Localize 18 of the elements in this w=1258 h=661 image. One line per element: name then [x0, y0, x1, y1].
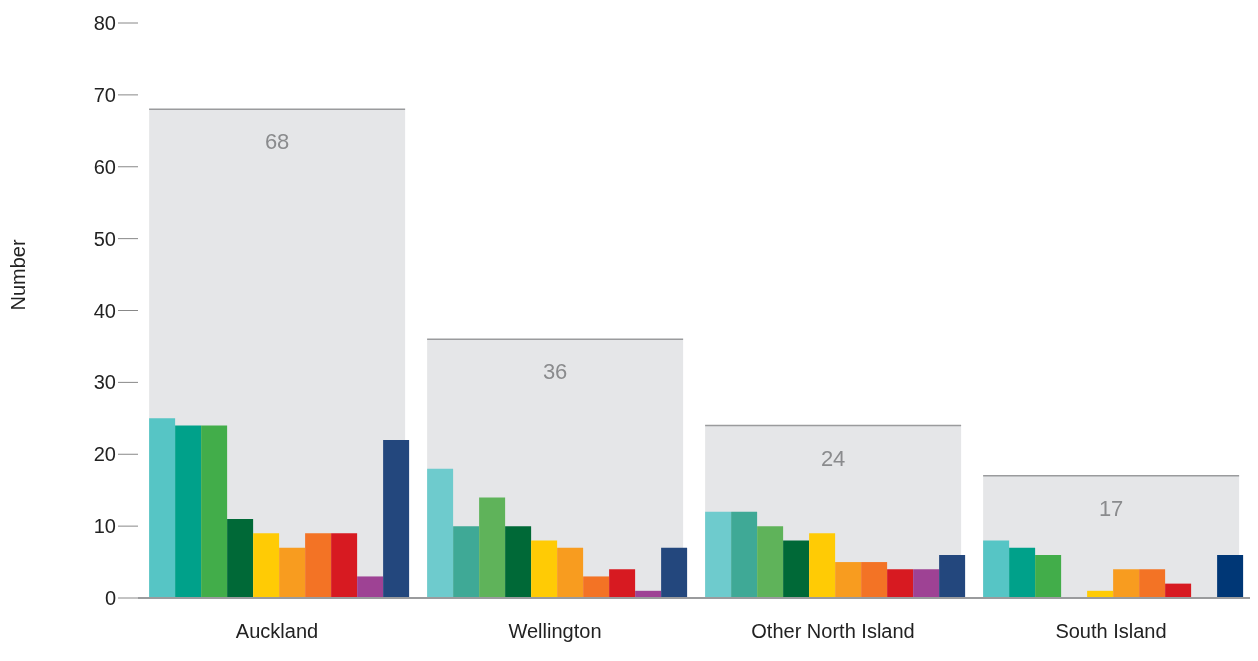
x-tick-label: Auckland: [235, 620, 319, 643]
y-tick-label: 10: [93, 515, 116, 538]
x-tick-label: Wellington: [508, 620, 602, 643]
data-label: 17: [1098, 495, 1124, 521]
y-tick-label: 20: [93, 443, 116, 466]
x-tick-label: South Island: [1055, 620, 1167, 643]
data-label: 24: [820, 445, 846, 471]
data-label: 36: [542, 359, 568, 385]
y-tick-label: 40: [93, 299, 116, 322]
y-axis-title: Number: [7, 239, 30, 311]
y-tick-label: 30: [93, 371, 116, 394]
data-label: 68: [264, 129, 290, 155]
y-tick-label: 70: [93, 83, 116, 106]
y-tick-label: 80: [93, 12, 116, 35]
x-tick-label: Other North Island: [751, 620, 915, 643]
y-tick-label: 50: [93, 227, 116, 250]
y-tick-label: 60: [93, 155, 116, 178]
y-tick-label: 0: [104, 587, 116, 610]
